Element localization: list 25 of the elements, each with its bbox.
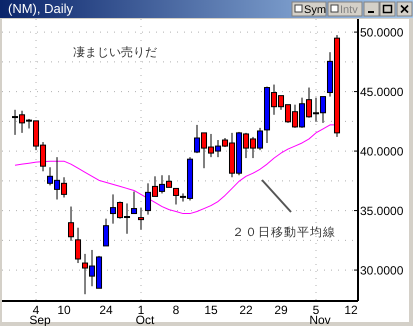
x-tick-label: 22 (239, 303, 253, 317)
candlestick (138, 207, 144, 230)
candlestick (172, 188, 180, 205)
x-tick-label: 1 Oct (136, 303, 156, 326)
y-tick-label: 50.0000 (360, 25, 404, 40)
y-tick-label: 45.0000 (360, 84, 404, 99)
x-tick-label: 15 (204, 303, 218, 317)
x-tick-label: 29 (274, 303, 288, 317)
candlestick (102, 218, 110, 246)
toggle-button: Sym (292, 2, 326, 16)
x-tick-label: 10 (57, 303, 72, 317)
x-tick-label: 8 (172, 303, 180, 317)
x-tick-label: 12 (344, 303, 358, 317)
x-tick-label: 24 (99, 303, 114, 317)
y-tick-label: 35.0000 (360, 204, 404, 218)
candlestick (74, 227, 82, 264)
y-tick-label: 40.0000 (360, 144, 404, 158)
annotation: 凄まじい売りだ (73, 45, 157, 59)
toggle-button: Intv (328, 2, 362, 16)
candlestick (130, 191, 138, 214)
y-tick-label: 30.0000 (360, 263, 404, 278)
candlestick (68, 206, 74, 242)
text: ２０日移動平均線 (232, 225, 336, 239)
chart-title: (NM), Daily (8, 1, 74, 16)
x-tick-label: 5 Nov (309, 303, 331, 326)
